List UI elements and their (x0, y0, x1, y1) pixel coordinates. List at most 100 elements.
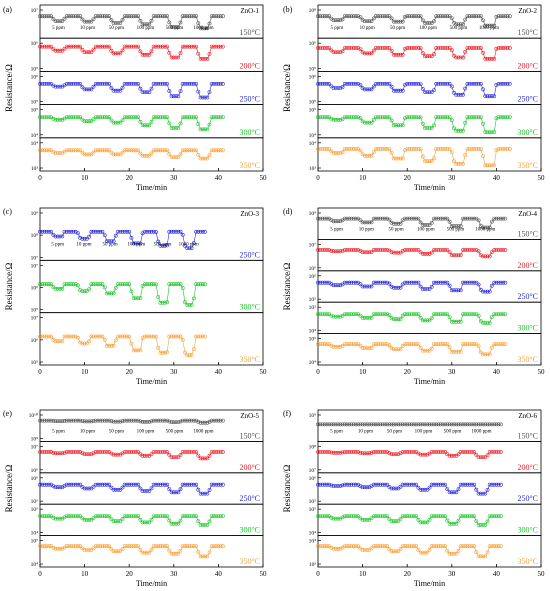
data-point (154, 482, 158, 487)
data-point (458, 224, 463, 229)
data-point (198, 282, 203, 287)
data-point (353, 248, 358, 252)
data-point (174, 551, 178, 556)
data-point (49, 418, 54, 423)
data-point (165, 544, 170, 549)
data-point (118, 229, 123, 234)
data-point (465, 280, 470, 285)
data-point (342, 248, 347, 252)
data-point (476, 422, 481, 427)
data-point (472, 280, 477, 285)
data-point (440, 342, 445, 347)
data-point (434, 544, 439, 549)
data-point (342, 147, 347, 151)
data-point (138, 348, 143, 353)
data-point (440, 544, 445, 549)
data-point (200, 95, 205, 100)
data-point (207, 153, 212, 158)
data-point (220, 148, 225, 153)
data-point (194, 14, 199, 19)
data-point (503, 342, 508, 347)
data-point (465, 82, 470, 86)
temperature-label: 150°C (517, 229, 538, 238)
data-point (147, 229, 152, 234)
data-point (138, 517, 143, 522)
data-point (358, 218, 363, 223)
data-point (49, 229, 54, 234)
data-point (133, 514, 138, 519)
data-point (403, 46, 407, 51)
data-point (42, 514, 47, 519)
data-point (474, 14, 479, 19)
series-line (40, 283, 205, 306)
data-point (452, 319, 456, 324)
data-point (485, 130, 490, 135)
data-point (203, 334, 207, 339)
data-point (385, 82, 390, 86)
data-point (211, 14, 216, 19)
data-point (216, 148, 221, 153)
data-point (320, 82, 325, 86)
data-point (211, 44, 216, 49)
data-point (418, 115, 423, 120)
data-point (44, 418, 49, 423)
data-point (156, 418, 161, 423)
data-point (151, 482, 156, 487)
data-point (345, 216, 349, 221)
data-point (122, 148, 127, 153)
strip-frame (317, 137, 542, 172)
data-point (78, 288, 83, 293)
data-point (140, 419, 145, 424)
data-point (423, 348, 427, 353)
data-point (324, 46, 329, 50)
data-point (409, 450, 414, 454)
y-tick-label: 10⁵ (309, 507, 317, 513)
data-point (109, 86, 114, 90)
data-point (44, 229, 49, 234)
data-point (38, 148, 42, 153)
data-point (369, 450, 374, 455)
concentration-label: 5 ppm (52, 26, 65, 31)
data-point (322, 312, 327, 317)
y-tick-label: 10⁷ (31, 8, 39, 14)
data-point (180, 115, 185, 120)
data-point (336, 283, 341, 288)
data-point (105, 544, 109, 549)
data-point (154, 334, 158, 339)
data-point (53, 84, 58, 89)
data-point (385, 280, 390, 285)
x-tick-label: 40 (493, 570, 501, 578)
data-point (389, 118, 394, 123)
data-point (400, 544, 405, 549)
data-point (365, 250, 370, 255)
data-point (400, 248, 405, 253)
data-point (494, 514, 499, 519)
data-point (434, 482, 439, 487)
data-point (353, 216, 358, 221)
data-point (84, 87, 89, 92)
data-point (472, 312, 477, 317)
data-point (116, 21, 120, 25)
data-point (178, 229, 183, 234)
data-point (507, 115, 512, 120)
data-point (389, 452, 394, 457)
data-point (91, 229, 96, 234)
data-point (463, 514, 468, 519)
data-point (158, 44, 163, 49)
data-point (71, 148, 76, 153)
data-point (494, 248, 499, 252)
data-point (411, 82, 416, 86)
data-point (133, 348, 138, 353)
y-tick-label: 10⁵ (309, 305, 317, 311)
strip-frame (39, 535, 264, 568)
x-axis-label: Time/min (414, 579, 445, 588)
data-point (149, 452, 154, 457)
data-point (111, 419, 116, 424)
y-tick-label: 10⁷ (31, 263, 39, 269)
data-point (394, 221, 399, 226)
x-tick-label: 30 (170, 368, 178, 376)
data-point (507, 14, 512, 19)
data-point (456, 55, 461, 60)
data-point (338, 450, 343, 455)
data-point (411, 46, 416, 50)
